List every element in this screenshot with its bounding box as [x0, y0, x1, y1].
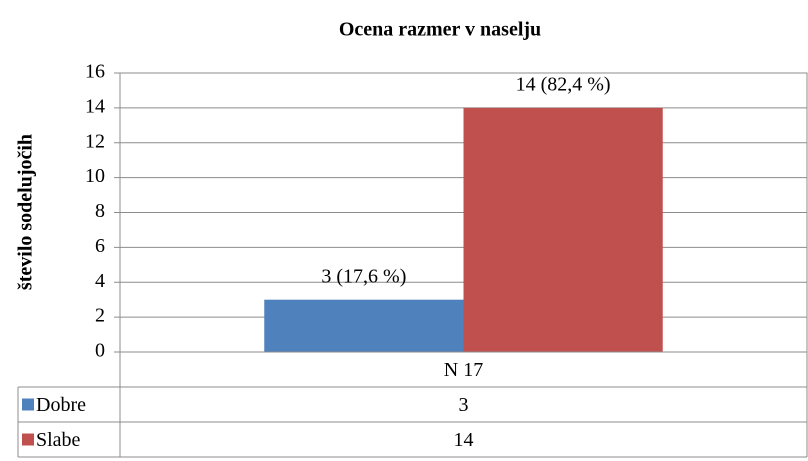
legend-label: Slabe [36, 429, 81, 451]
y-tick-label: 8 [95, 200, 105, 222]
legend-key [22, 433, 34, 446]
y-tick-label: 4 [95, 270, 105, 292]
legend-key [22, 398, 34, 411]
y-tick-label: 14 [85, 95, 105, 117]
y-axis-label: število sodelujočih [15, 134, 37, 290]
y-tick-label: 6 [95, 235, 105, 257]
y-tick-label: 0 [95, 340, 105, 362]
y-tick-label: 16 [85, 61, 105, 83]
x-tick-label: N 17 [444, 359, 483, 381]
bar [264, 299, 464, 352]
y-tick-label: 12 [85, 130, 105, 152]
data-label: 3 (17,6 %) [321, 265, 406, 287]
data-label: 14 (82,4 %) [516, 73, 611, 95]
plot-frame [119, 72, 808, 353]
table-value: 14 [454, 429, 474, 451]
y-tick-label: 2 [95, 305, 105, 327]
bar [463, 107, 663, 352]
chart-title: Ocena razmer v naselju [339, 19, 541, 41]
legend-label: Dobre [36, 394, 86, 416]
y-tick-label: 10 [85, 165, 105, 187]
table-value: 3 [459, 394, 469, 416]
